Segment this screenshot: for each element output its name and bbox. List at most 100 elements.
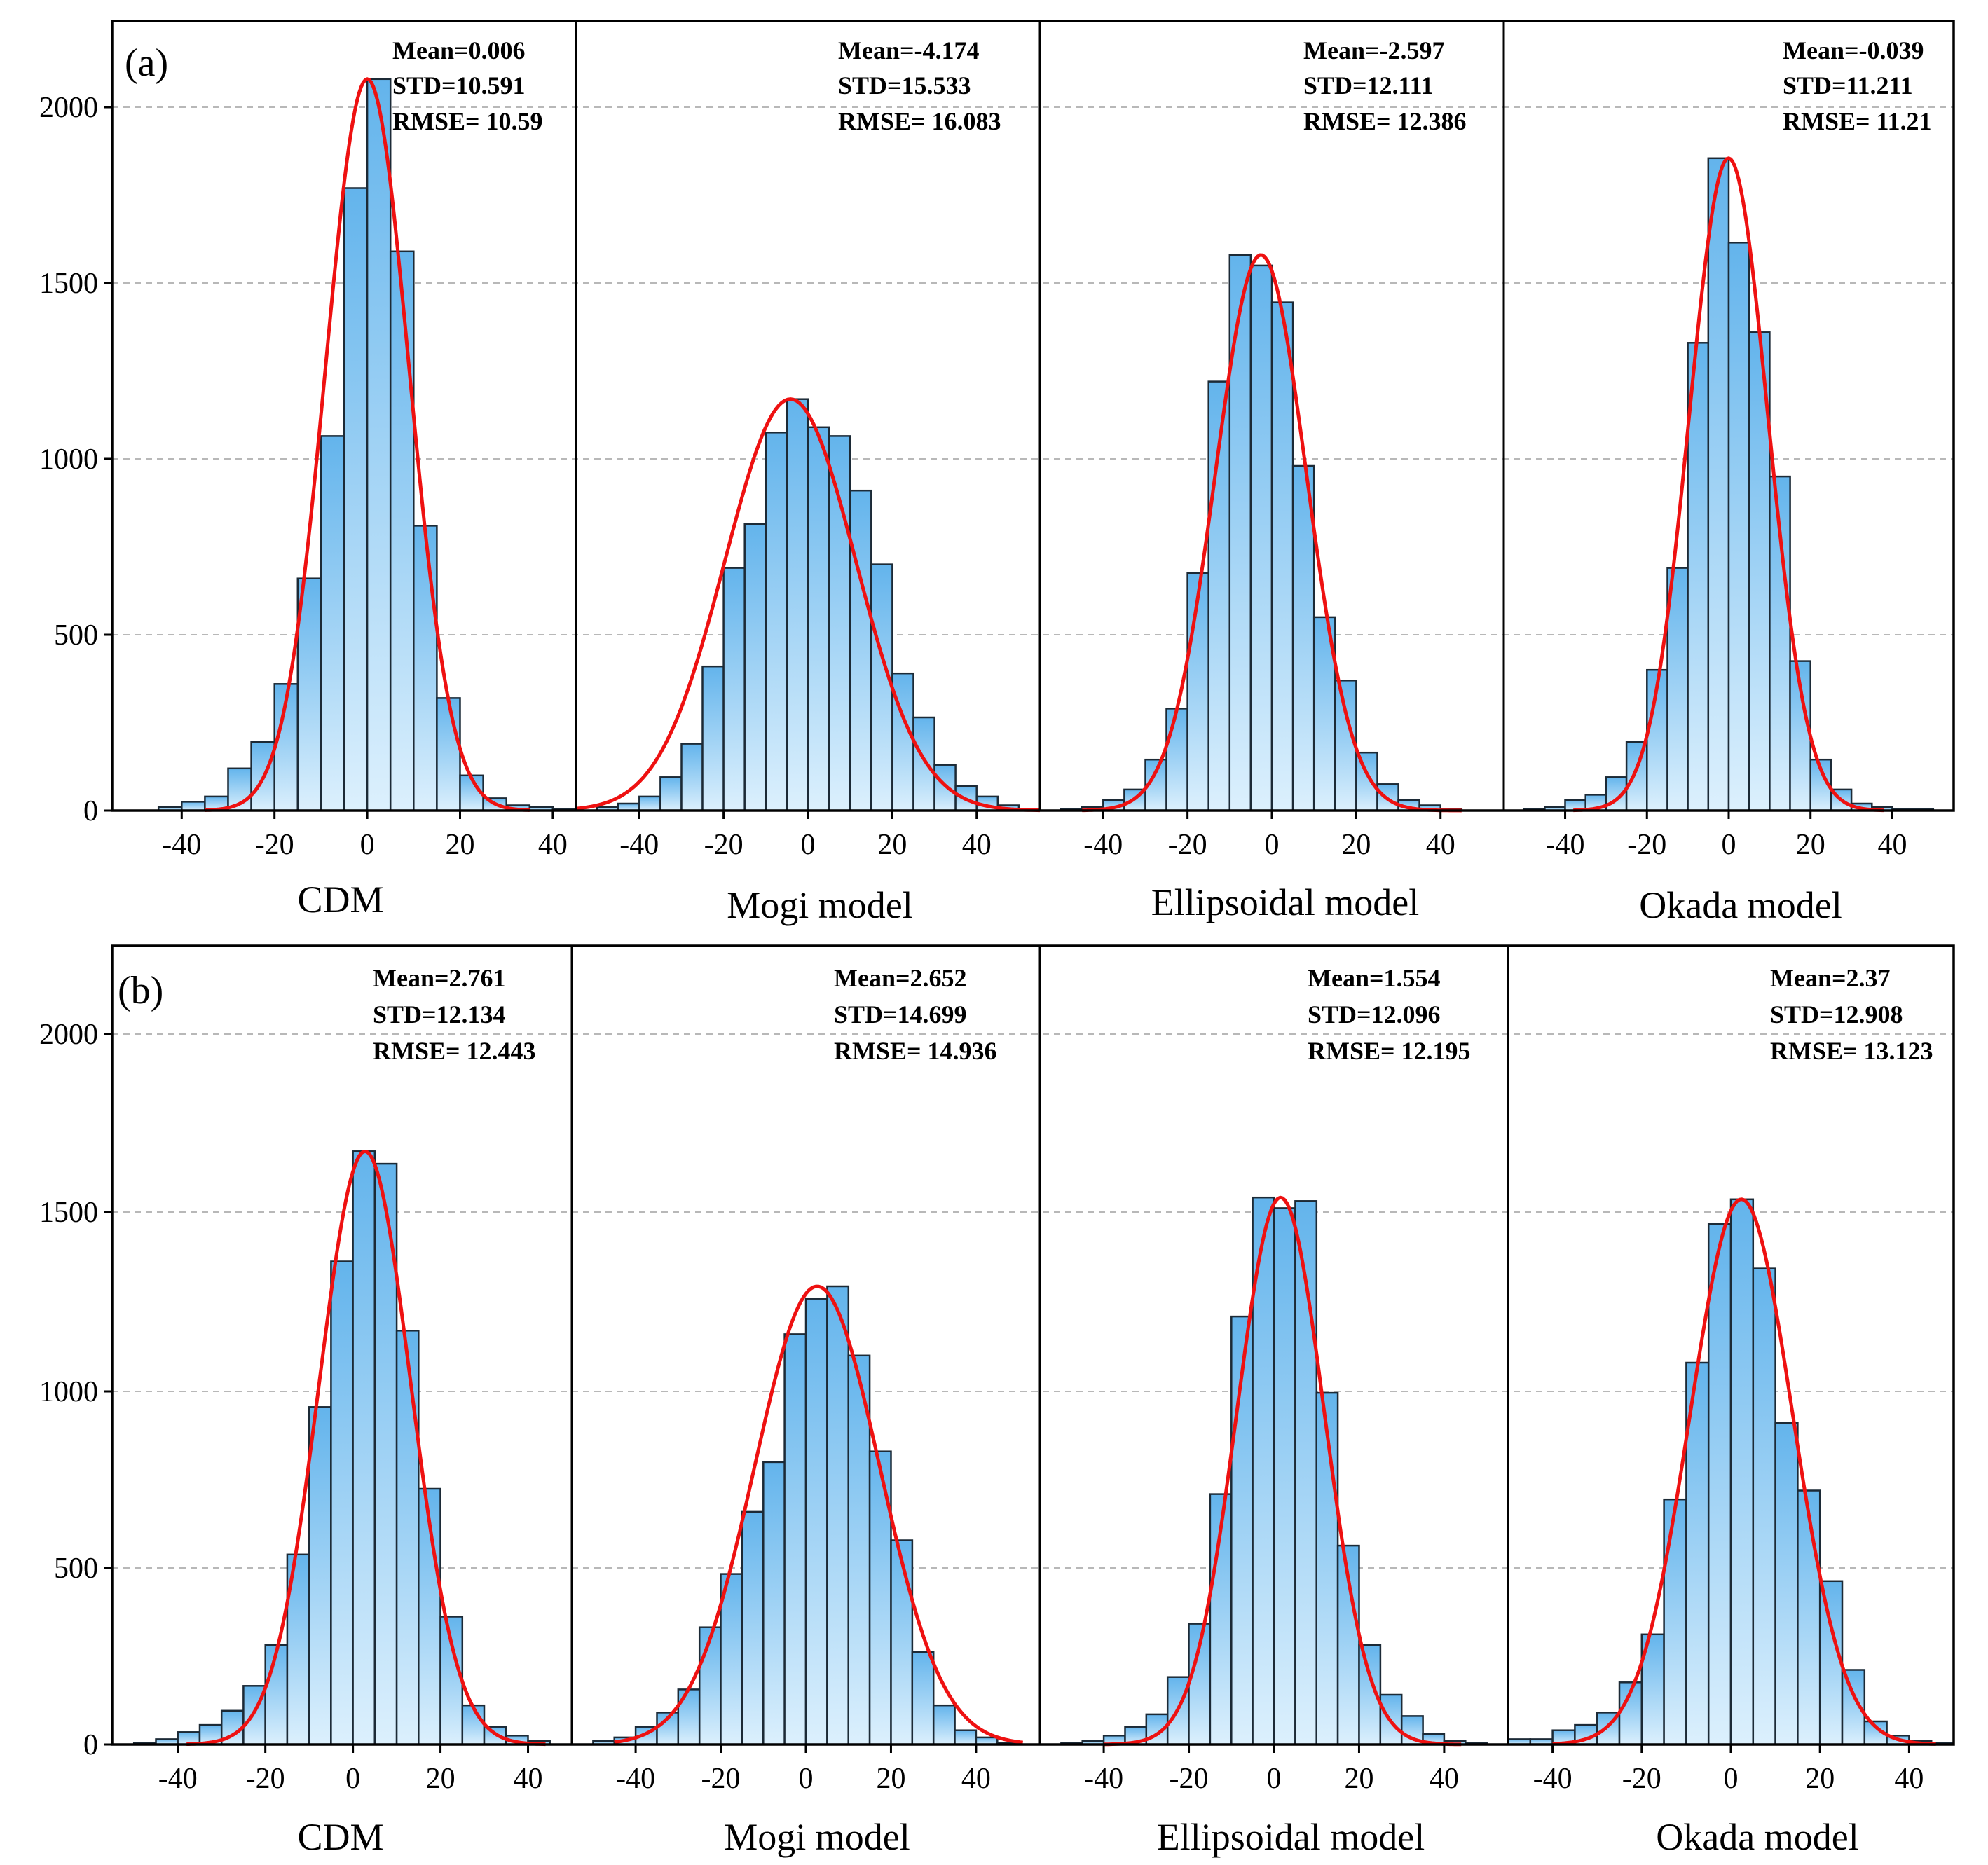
- normal-curve-cdm-b: [186, 1149, 546, 1747]
- x-tick-label: 20: [1805, 1763, 1835, 1795]
- histogram-bar: [786, 398, 809, 812]
- x-tick-label: 40: [1426, 829, 1455, 861]
- histogram-bar: [1315, 1391, 1339, 1746]
- histogram-bar: [1228, 254, 1252, 812]
- histogram-bar: [933, 764, 957, 812]
- x-tick-label: -40: [158, 1763, 198, 1795]
- x-tick-label: -20: [1170, 1763, 1209, 1795]
- stat-mean: Mean=1.554: [1308, 964, 1441, 992]
- stat-std: STD=10.591: [392, 71, 526, 99]
- histogram-bar: [701, 665, 725, 812]
- histogram-bar: [932, 1704, 956, 1746]
- normal-curve-ellipsoidal-a: [1082, 253, 1462, 813]
- x-tick-label: 20: [877, 829, 907, 861]
- histogram-bar: [849, 489, 872, 812]
- panel-label-b: (b): [118, 969, 163, 1012]
- stat-std: STD=12.908: [1770, 1000, 1903, 1028]
- stat-mean: Mean=2.761: [373, 964, 506, 992]
- histogram-bar: [638, 795, 661, 812]
- histogram-bar: [1230, 1315, 1254, 1746]
- stat-rmse: RMSE= 10.59: [392, 107, 543, 135]
- histogram-bar: [1249, 264, 1273, 812]
- stat-std: STD=12.134: [373, 1000, 506, 1028]
- normal-curve-okada-b: [1552, 1197, 1936, 1746]
- histogram-bar: [343, 187, 369, 812]
- stat-mean: Mean=-0.039: [1783, 36, 1924, 64]
- y-tick-label: 2000: [39, 92, 98, 124]
- histogram-bar: [1727, 242, 1750, 812]
- histogram-bar: [722, 567, 746, 812]
- bars-mogi-a: [596, 398, 1041, 812]
- histogram-bar: [741, 1510, 765, 1746]
- bars-mogi-b: [592, 1285, 1020, 1746]
- stat-rmse: RMSE= 12.386: [1303, 107, 1467, 135]
- x-tick-label: 20: [1341, 829, 1371, 861]
- histogram-bar: [677, 1688, 701, 1746]
- normal-curve-mogi-a: [575, 397, 1041, 813]
- stat-mean: Mean=2.652: [834, 964, 967, 992]
- x-tick-label: 20: [1344, 1763, 1373, 1795]
- x-tick-label: 40: [1430, 1763, 1459, 1795]
- x-tick-label: 0: [1722, 829, 1736, 861]
- panel-label-a: (a): [125, 41, 168, 85]
- histogram-bar: [826, 1285, 850, 1746]
- histogram-bar: [912, 716, 935, 812]
- x-tick-label: -20: [1627, 829, 1666, 861]
- histogram-bar: [659, 776, 683, 812]
- x-axis-label: Okada model: [1639, 884, 1842, 926]
- histogram-bar: [330, 1260, 354, 1746]
- x-tick-label: 20: [876, 1763, 905, 1795]
- y-tick-label: 1500: [39, 268, 98, 300]
- y-tick-label: 0: [83, 1729, 98, 1761]
- normal-curve-okada-a: [1573, 156, 1884, 813]
- x-tick-label: 0: [1265, 829, 1280, 861]
- histogram-bar: [1687, 342, 1710, 812]
- y-tick-label: 500: [54, 619, 98, 652]
- x-tick-label: 0: [1724, 1763, 1739, 1795]
- histogram-bar: [804, 1298, 828, 1746]
- histogram-bar: [870, 563, 893, 812]
- y-tick-label: 1500: [39, 1197, 98, 1229]
- x-tick-label: 40: [1877, 829, 1907, 861]
- x-tick-label: -20: [1622, 1763, 1661, 1795]
- normal-curve-cdm-a: [205, 77, 530, 812]
- stat-rmse: RMSE= 12.195: [1308, 1037, 1471, 1065]
- histogram-bar: [743, 523, 767, 812]
- histogram-bar: [807, 426, 830, 812]
- histogram-bar: [352, 1150, 376, 1746]
- x-axis-label: Ellipsoidal model: [1157, 1816, 1425, 1858]
- y-tick-label: 500: [54, 1553, 98, 1585]
- row-b: 0 500 1000 1500 2000 (b) Mean=2.761 STD=…: [39, 944, 1955, 1858]
- histogram-bar: [828, 435, 851, 812]
- x-tick-label: -40: [1546, 829, 1585, 861]
- x-tick-label: -20: [255, 829, 294, 861]
- normal-curve-ellipsoidal-b: [1104, 1195, 1462, 1747]
- frame-row-b: [111, 944, 1955, 1746]
- x-tick-label: -40: [1533, 1763, 1572, 1795]
- histogram-bar: [308, 1406, 332, 1746]
- stat-std: STD=11.211: [1783, 71, 1913, 99]
- histogram-bar: [1165, 708, 1188, 812]
- histogram-bar: [698, 1626, 722, 1746]
- x-tick-label: -40: [162, 829, 201, 861]
- histogram-bar: [181, 801, 206, 812]
- histogram-bar: [461, 1704, 486, 1746]
- x-tick-label: 40: [962, 829, 992, 861]
- histogram-bar: [1707, 1223, 1732, 1746]
- x-tick-label: 0: [799, 1763, 814, 1795]
- x-tick-label: 40: [514, 1763, 543, 1795]
- x-tick-label: 20: [446, 829, 475, 861]
- histogram-bar: [1663, 1498, 1687, 1746]
- histogram-bar: [1707, 157, 1730, 812]
- x-tick-label: 20: [426, 1763, 455, 1795]
- histogram-bar: [366, 78, 392, 812]
- histogram-bar: [720, 1573, 743, 1746]
- x-tick-label: -20: [1168, 829, 1207, 861]
- stat-mean: Mean=-4.174: [838, 36, 979, 64]
- histogram-bar: [1729, 1198, 1755, 1746]
- histogram-bar: [436, 697, 461, 812]
- y-tick-label: 1000: [39, 443, 98, 476]
- histogram-bar: [413, 525, 438, 812]
- x-axis-label: CDM: [297, 1816, 383, 1858]
